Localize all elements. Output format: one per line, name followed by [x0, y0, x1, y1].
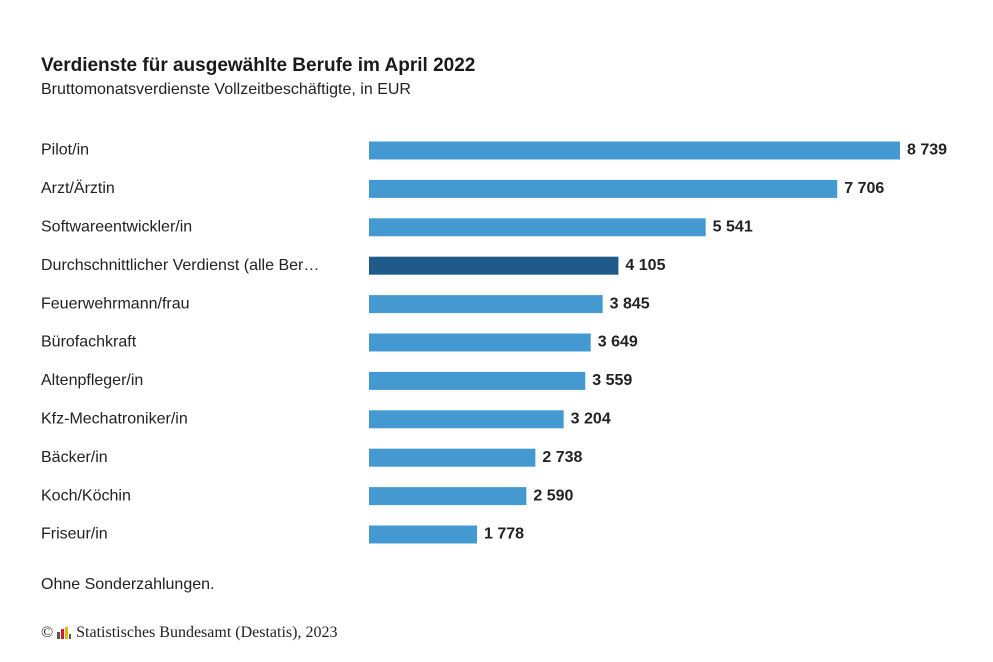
category-label: Koch/Köchin: [41, 487, 131, 504]
category-label: Bürofachkraft: [41, 334, 137, 351]
value-label: 8 739: [907, 142, 947, 159]
bar: [369, 371, 586, 390]
value-label: 5 541: [713, 219, 753, 236]
category-label: Friseur/in: [41, 526, 108, 543]
value-label: 3 649: [598, 334, 638, 351]
category-label: Pilot/in: [41, 142, 89, 159]
source-credit: © Statistisches Bundesamt (Destatis), 20…: [41, 624, 337, 642]
destatis-logo-icon: [57, 627, 72, 639]
category-label: Altenpfleger/in: [41, 372, 143, 389]
bar: [369, 141, 900, 160]
value-label: 2 590: [533, 487, 573, 504]
category-label: Kfz-Mechatroniker/in: [41, 411, 188, 428]
chart-note: Ohne Sonderzahlungen.: [41, 576, 215, 593]
value-label: 7 706: [844, 180, 884, 197]
value-label: 3 204: [571, 411, 611, 428]
category-label: Durchschnittlicher Verdienst (alle Ber…: [41, 257, 319, 274]
bar: [369, 525, 478, 544]
value-label: 4 105: [625, 257, 665, 274]
category-label: Arzt/Ärztin: [41, 179, 115, 197]
bar: [369, 487, 527, 506]
chart-subtitle: Bruttomonatsverdienste Vollzeitbeschäfti…: [41, 81, 411, 98]
value-label: 3 845: [610, 295, 650, 312]
chart-title: Verdienste für ausgewählte Berufe im Apr…: [41, 55, 476, 76]
category-label: Softwareentwickler/in: [41, 219, 192, 236]
bar: [369, 295, 603, 314]
bar-highlight: [369, 256, 619, 275]
bar: [369, 179, 838, 198]
bar: [369, 333, 591, 352]
bar: [369, 448, 536, 467]
category-label: Bäcker/in: [41, 449, 108, 466]
source-text: Statistisches Bundesamt (Destatis), 2023: [76, 624, 338, 641]
bar: [369, 410, 564, 429]
copyright-symbol: ©: [41, 624, 54, 641]
value-label: 1 778: [484, 526, 524, 543]
value-label: 3 559: [592, 372, 632, 389]
category-label: Feuerwehrmann/frau: [41, 295, 190, 312]
bar: [369, 218, 706, 237]
value-label: 2 738: [542, 449, 582, 466]
